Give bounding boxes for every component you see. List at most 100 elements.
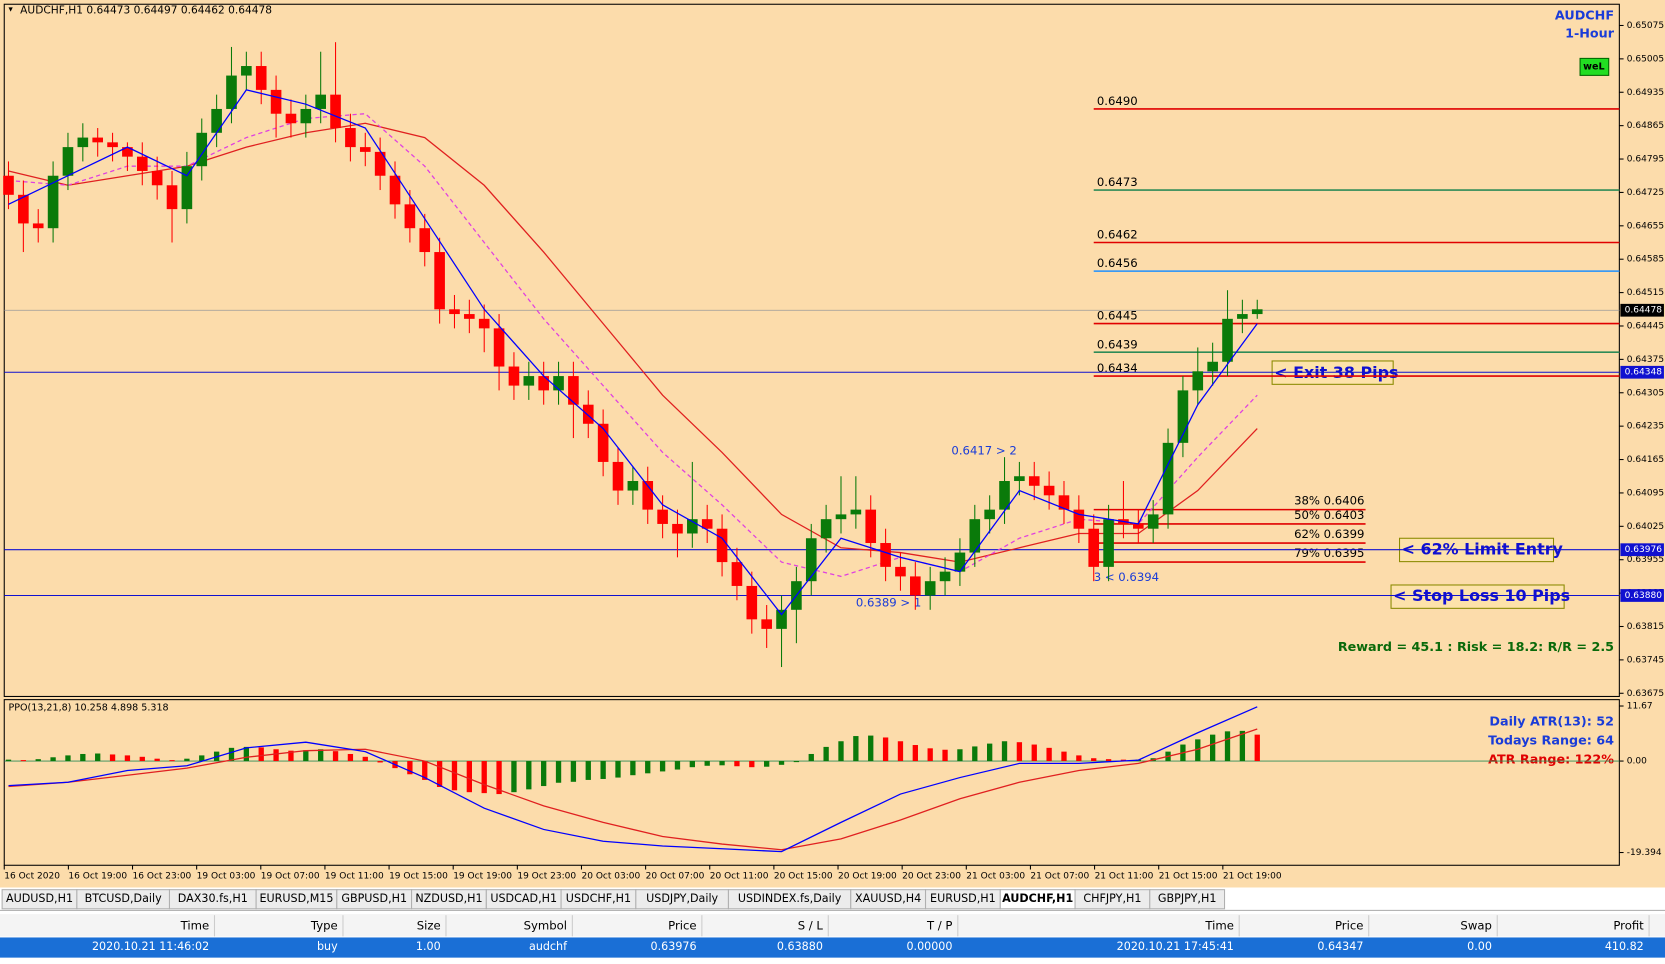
tab-label[interactable]: BTCUSD,Daily (85, 892, 162, 905)
candle-body (716, 528, 728, 563)
candle-body (597, 423, 609, 462)
ppo-bar (154, 758, 160, 762)
ppo-bar (987, 743, 993, 762)
ppo-bar (615, 761, 621, 778)
x-tick-label: 21 Oct 07:00 (1030, 871, 1089, 881)
candle-body (657, 509, 668, 524)
ppo-bar (882, 737, 889, 762)
ppo-bar (273, 749, 279, 762)
x-tick-label: 20 Oct 03:00 (581, 871, 640, 881)
indicator-panel-frame (3, 699, 1620, 866)
table-header: Price (668, 918, 696, 932)
tab-label[interactable]: USDCHF,H1 (566, 892, 631, 905)
ppo-bar (362, 756, 368, 762)
ppo-bar (318, 749, 324, 762)
ppo-bar (526, 761, 532, 790)
ppo-bar (808, 753, 814, 762)
tab-label[interactable]: EURUSD,M15 (259, 892, 333, 905)
x-tick-label: 19 Oct 03:00 (197, 871, 256, 881)
candle-body (18, 194, 29, 224)
y-tick-label: 0.63745 (1627, 655, 1664, 665)
candle-body (1028, 476, 1040, 486)
candle-body (1207, 361, 1218, 372)
candle-body (1237, 314, 1248, 319)
tab-label[interactable]: DAX30.fs,H1 (178, 892, 248, 905)
x-tick-label: 21 Oct 11:00 (1095, 871, 1154, 881)
table-cell: 2020.10.21 11:46:02 (92, 940, 209, 953)
table-cell: 0.64347 (1317, 940, 1363, 953)
ppo-bar (466, 761, 472, 793)
tab-label[interactable]: USDCAD,H1 (490, 892, 557, 905)
ppo-bar (659, 761, 666, 772)
candle-body (627, 481, 639, 491)
table-header: Type (310, 918, 338, 932)
y-tick-label: 0.64095 (1627, 488, 1664, 498)
x-tick-label: 20 Oct 23:00 (902, 871, 961, 881)
candle-body (582, 404, 594, 424)
ppo-bar (674, 761, 681, 770)
tab-label[interactable]: GBPJPY,H1 (1158, 892, 1216, 905)
badge-text: weL (1583, 61, 1604, 72)
tab-label[interactable]: EURUSD,H1 (930, 892, 996, 905)
ppo-bar (258, 747, 264, 762)
ppo-bar (139, 756, 145, 762)
ppo-bar (555, 761, 562, 783)
candle-body (687, 519, 698, 534)
ppo-bar (1209, 734, 1216, 762)
tab-label[interactable]: AUDCHF,H1 (1002, 892, 1073, 905)
ppo-bar (868, 735, 874, 762)
table-header: S / L (798, 918, 824, 932)
candle-body (672, 523, 683, 534)
tab-label[interactable]: NZDUSD,H1 (415, 892, 482, 905)
tab[interactable] (1149, 889, 1226, 910)
ppo-bar (897, 741, 904, 762)
candle-body (136, 156, 148, 171)
level-label: 0.6439 (1097, 337, 1138, 351)
ppo-bar (169, 760, 175, 762)
tab-label[interactable]: AUDUSD,H1 (6, 892, 73, 905)
candle-body (434, 252, 445, 310)
y-tick-label: -19.394 (1627, 848, 1662, 858)
candle-body (151, 170, 163, 186)
candle-body (285, 113, 297, 124)
tab-label[interactable]: USDINDEX.fs,Daily (738, 892, 842, 905)
ppo-bar (496, 761, 502, 795)
candle-body (270, 89, 282, 114)
tab-label[interactable]: GBPUSD,H1 (341, 892, 407, 905)
ma-slow (8, 122, 1258, 563)
y-tick-label: 0.64515 (1627, 288, 1664, 298)
candle-body (3, 175, 14, 195)
ppo-bar (1076, 755, 1082, 762)
y-tick-label: 0.00 (1627, 757, 1647, 767)
candle-body (1162, 442, 1174, 515)
ppo-bar (972, 746, 978, 762)
ppo-bar (778, 761, 785, 765)
ma-fast (8, 89, 1258, 616)
candle-body (1014, 476, 1025, 482)
menu-arrow[interactable] (8, 7, 13, 12)
table-cell: audchf (529, 940, 568, 953)
fib-label: 38% 0.6406 (1294, 494, 1364, 508)
level-label: 0.6434 (1097, 361, 1138, 375)
candle-body (642, 481, 654, 510)
ppo-bar (1016, 742, 1023, 762)
swing-label: 0.6417 > 2 (951, 444, 1016, 458)
tab-label[interactable]: CHFJPY,H1 (1083, 892, 1141, 905)
stop-box (1390, 584, 1565, 609)
candle-body (805, 538, 817, 582)
ppo-line (8, 706, 1258, 853)
ppo-bar (942, 749, 948, 762)
table-header: Time (1204, 918, 1234, 932)
atr-ratio: ATR Range: 122% (1488, 753, 1614, 768)
y-tick-label: 0.64305 (1627, 388, 1664, 398)
candle-body (374, 151, 386, 176)
candle-body (523, 376, 535, 386)
tab-label[interactable]: XAUUSD,H4 (855, 892, 921, 905)
tab-label[interactable]: USDJPY,Daily (646, 892, 718, 905)
candle-body (1103, 519, 1114, 567)
y-tick-label: 0.65075 (1627, 21, 1664, 31)
y-tick-label: 0.64725 (1627, 188, 1664, 198)
candle-body (47, 175, 59, 229)
table-row-selected[interactable] (0, 937, 1665, 958)
x-tick-label: 19 Oct 11:00 (325, 871, 384, 881)
